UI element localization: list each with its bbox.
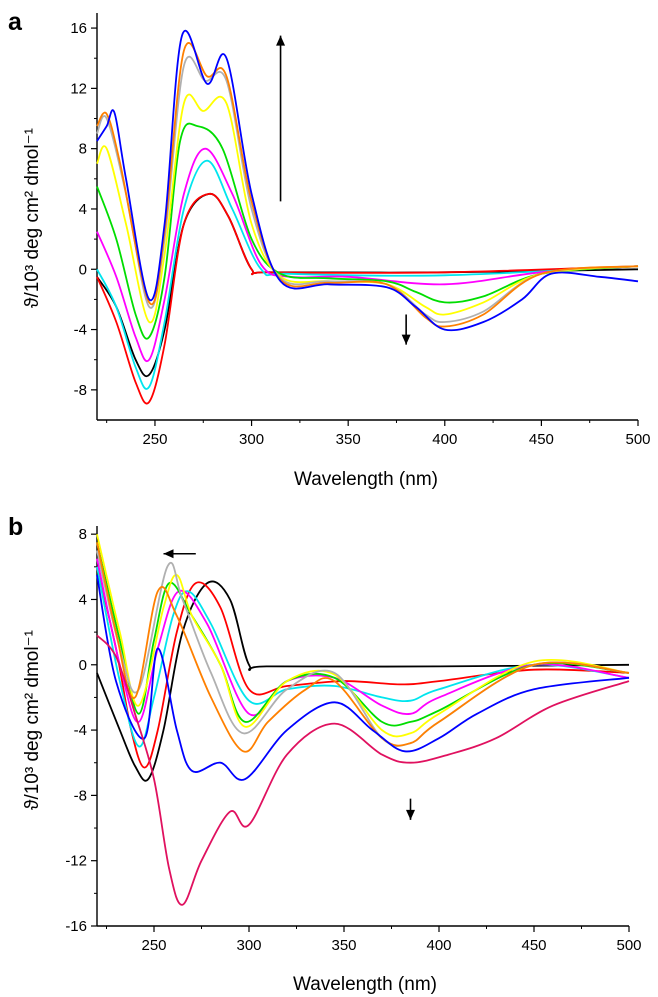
x-tick-label: 450 <box>529 431 554 448</box>
annotation-arrowhead-b-1 <box>406 809 415 820</box>
y-tick-label: 16 <box>70 20 87 37</box>
y-ticks-a: -8 -4 0 4 8 12 16 <box>70 20 97 399</box>
y-tick-label: -4 <box>74 322 87 339</box>
panel-letter-b: b <box>8 513 23 541</box>
y-tick-label: -4 <box>74 722 87 739</box>
series-line-b-4 <box>96 542 630 727</box>
series-line-a-2 <box>96 159 639 390</box>
y-ticks-b: -16 -12 -8 -4 0 4 8 <box>65 526 97 935</box>
y-tick-label: 4 <box>79 201 87 218</box>
annotation-arrowhead-a-0 <box>276 35 286 46</box>
x-tick-label: 300 <box>236 937 261 954</box>
x-tick-label: 350 <box>336 431 361 448</box>
y-tick-label: -8 <box>74 382 87 399</box>
chart-panel-a: a 250 300 350 400 450 500 -8 -4 0 4 8 12 16 Wavelen… <box>8 8 651 490</box>
y-tick-label: 8 <box>79 141 87 158</box>
y-tick-label: -8 <box>74 787 87 804</box>
series-line-b-8 <box>96 574 630 781</box>
annotation-arrowhead-b-0 <box>163 549 174 559</box>
arrows-a <box>276 35 411 345</box>
x-tick-label: 450 <box>521 937 546 954</box>
x-ticks-b: 250 300 350 400 450 500 <box>106 926 642 954</box>
chart-panel-b: b 250 300 350 400 450 500 -16 -12 -8 -4 0 4 8 Wavel… <box>8 513 642 995</box>
y-tick-label: 0 <box>79 261 87 278</box>
series-line-b-2 <box>96 566 630 748</box>
y-axis-title-a: ϑ/10³ deg cm² dmol⁻¹ <box>22 128 43 308</box>
series-line-b-5 <box>96 533 630 738</box>
series-line-a-6 <box>96 55 639 323</box>
y-axis-title-b: ϑ/10³ deg cm² dmol⁻¹ <box>22 630 43 810</box>
x-tick-label: 300 <box>239 431 264 448</box>
series-line-b-7 <box>96 542 630 753</box>
y-tick-label: 12 <box>70 80 87 97</box>
series-line-b-9 <box>96 634 630 906</box>
series-line-a-8 <box>96 30 639 332</box>
series-group-b <box>96 533 630 906</box>
series-line-a-5 <box>96 93 639 324</box>
series-line-a-7 <box>96 42 639 328</box>
y-tick-label: -16 <box>65 918 87 935</box>
y-tick-label: 0 <box>79 657 87 674</box>
series-line-b-0 <box>96 580 630 782</box>
panel-letter-a: a <box>8 8 23 36</box>
x-ticks-a: 250 300 350 400 450 500 <box>106 420 651 448</box>
y-tick-label: 8 <box>79 526 87 543</box>
arrows-b <box>163 549 415 820</box>
x-axis-title-b: Wavelength (nm) <box>293 974 437 995</box>
axes-a <box>96 13 638 421</box>
series-line-a-3 <box>96 147 639 363</box>
y-tick-label: 4 <box>79 591 87 608</box>
series-line-a-4 <box>96 122 639 340</box>
x-tick-label: 500 <box>625 431 650 448</box>
series-group-a <box>96 30 639 405</box>
x-axis-title-a: Wavelength (nm) <box>294 469 438 490</box>
y-tick-label: -12 <box>65 853 87 870</box>
x-tick-label: 500 <box>616 937 641 954</box>
x-tick-label: 250 <box>142 431 167 448</box>
x-tick-label: 400 <box>432 431 457 448</box>
x-tick-label: 250 <box>141 937 166 954</box>
series-line-b-3 <box>96 558 630 723</box>
x-tick-label: 350 <box>331 937 356 954</box>
annotation-arrowhead-a-1 <box>401 334 411 345</box>
series-line-a-1 <box>96 192 639 405</box>
axes-b <box>96 526 629 927</box>
x-tick-label: 400 <box>426 937 451 954</box>
